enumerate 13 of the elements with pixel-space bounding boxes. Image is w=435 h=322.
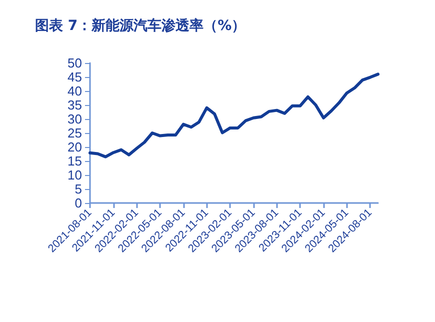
y-tick-label: 45 [68, 70, 82, 84]
y-tick-label: 40 [68, 84, 82, 98]
y-tick-label: 10 [68, 168, 82, 182]
line-series [88, 72, 380, 158]
y-tick-label: 50 [68, 56, 82, 70]
y-tick-label: 20 [68, 140, 82, 154]
y-tick-label: 5 [74, 182, 82, 196]
y-tick-label: 15 [68, 154, 82, 168]
y-tick-label: 25 [68, 126, 82, 140]
y-tick-label: 30 [68, 112, 82, 126]
y-tick-label: 0 [74, 196, 82, 210]
chart-title: 图表 7：新能源汽车渗透率（%） [35, 17, 246, 34]
y-tick-label: 35 [68, 98, 82, 112]
